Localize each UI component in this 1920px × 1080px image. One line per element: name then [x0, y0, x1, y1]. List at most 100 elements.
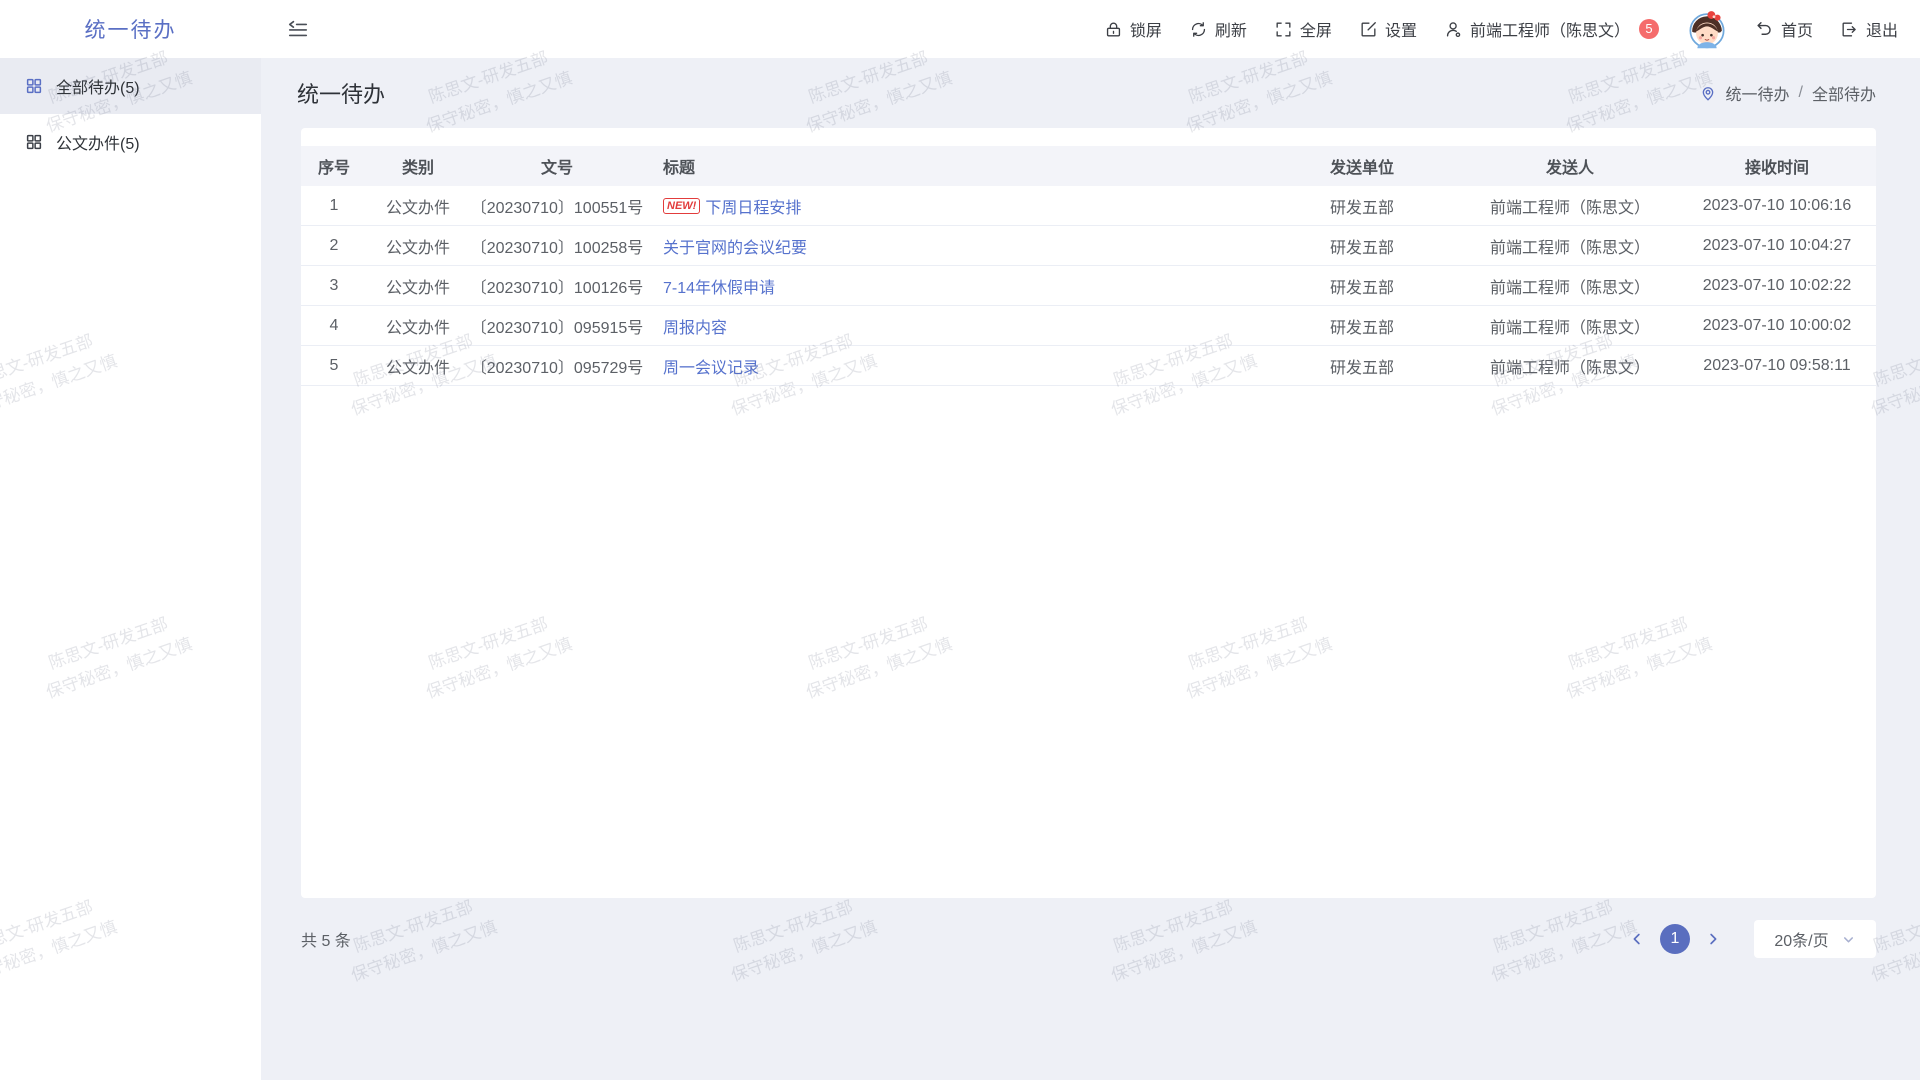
- user-menu[interactable]: 前端工程师（陈思文） 5: [1444, 17, 1659, 41]
- logo: 统一待办: [0, 14, 261, 44]
- logo-text: 统一待办: [84, 19, 177, 42]
- pagination: 1 20条/页: [1628, 920, 1876, 958]
- cell-send-unit: 研发五部: [1329, 199, 1394, 217]
- cell-doc-number: 〔20230710〕100126号: [470, 279, 644, 297]
- lock-icon: [1106, 22, 1121, 37]
- cell-title: 关于官网的会议纪要: [645, 234, 1262, 258]
- doc-title-link[interactable]: 下周日程安排: [705, 199, 802, 217]
- chevron-left-icon: [1633, 933, 1640, 945]
- column-header-receive-time: 接收时间: [1744, 160, 1809, 177]
- doc-title-link[interactable]: 7-14年休假申请: [663, 279, 776, 297]
- logout-button[interactable]: 退出: [1840, 17, 1898, 41]
- grid-icon: [26, 134, 42, 150]
- cell-send-unit: 研发五部: [1329, 319, 1394, 337]
- fullscreen-button[interactable]: 全屏: [1274, 17, 1332, 41]
- settings-icon: [1361, 21, 1376, 37]
- location-pin-icon: [1702, 87, 1713, 101]
- page-size-select[interactable]: 20条/页: [1754, 920, 1876, 958]
- cell-category: 公文办件: [385, 359, 450, 377]
- column-header-send-unit: 发送单位: [1329, 160, 1394, 177]
- page-size-value: 20条/页: [1774, 933, 1829, 950]
- cell-category: 公文办件: [385, 239, 450, 257]
- doc-title-link[interactable]: 关于官网的会议纪要: [663, 239, 808, 257]
- breadcrumb-separator: /: [1798, 84, 1803, 101]
- cell-doc-number: 〔20230710〕100551号: [470, 199, 644, 217]
- table-footer: 共 5 条 1 20条/页: [301, 898, 1876, 980]
- doc-title-link[interactable]: 周一会议记录: [663, 359, 760, 377]
- cell-send-unit: 研发五部: [1329, 279, 1394, 297]
- cell-receive-time: 2023-07-10 10:00:02: [1702, 316, 1852, 334]
- cell-sender: 前端工程师（陈思文）: [1489, 279, 1650, 297]
- cell-send-unit: 研发五部: [1329, 239, 1394, 257]
- cell-title: NEW! 下周日程安排: [645, 194, 1262, 218]
- avatar-image: [1689, 11, 1725, 49]
- chevron-right-icon: [1710, 933, 1717, 945]
- doc-title-link[interactable]: 周报内容: [663, 319, 728, 337]
- current-page-button[interactable]: 1: [1660, 924, 1690, 954]
- page-title: 统一待办: [297, 82, 386, 107]
- refresh-icon: [1191, 21, 1206, 37]
- cell-doc-number: 〔20230710〕100258号: [470, 239, 644, 257]
- lock-screen-button[interactable]: 锁屏: [1104, 17, 1162, 41]
- cell-send-unit: 研发五部: [1329, 359, 1394, 377]
- breadcrumb-current[interactable]: 全部待办: [1811, 87, 1876, 104]
- cell-doc-number: 〔20230710〕095729号: [470, 359, 644, 377]
- sidebar-item-all-todos[interactable]: 全部待办(5): [0, 58, 261, 114]
- settings-label: 设置: [1384, 23, 1417, 40]
- column-header-category: 类别: [401, 160, 434, 177]
- sidebar: 全部待办(5) 公文办件(5): [0, 58, 261, 1080]
- title-row: 统一待办 统一待办 / 全部待办: [261, 58, 1920, 128]
- refresh-label: 刷新: [1214, 23, 1247, 40]
- main-content: 统一待办 统一待办 / 全部待办 序号 类别 文号 标题 发送单位 发送人 接收…: [261, 58, 1920, 1080]
- sidebar-item-label: 全部待办(5): [56, 80, 140, 97]
- cell-receive-time: 2023-07-10 10:04:27: [1702, 236, 1852, 254]
- sidebar-collapse-button[interactable]: [287, 18, 309, 40]
- breadcrumb-root[interactable]: 统一待办: [1725, 87, 1790, 104]
- cell-receive-time: 2023-07-10 10:06:16: [1702, 196, 1852, 214]
- avatar[interactable]: [1686, 8, 1728, 50]
- menu-fold-icon: [288, 20, 308, 37]
- cell-category: 公文办件: [385, 279, 450, 297]
- cell-receive-time: 2023-07-10 09:58:11: [1703, 356, 1851, 374]
- cell-title: 7-14年休假申请: [645, 274, 1262, 298]
- grid-icon: [26, 78, 42, 94]
- logout-label: 退出: [1865, 23, 1898, 40]
- chevron-down-icon: [1843, 936, 1853, 942]
- user-name: 前端工程师（陈思文）: [1469, 23, 1630, 40]
- cell-title: 周一会议记录: [645, 354, 1262, 378]
- cell-title: 周报内容: [645, 314, 1262, 338]
- cell-category: 公文办件: [385, 319, 450, 337]
- fullscreen-label: 全屏: [1299, 23, 1332, 40]
- cell-no: 4: [329, 316, 339, 334]
- cell-no: 3: [329, 276, 339, 294]
- table-row: 3 公文办件 〔20230710〕100126号 7-14年休假申请 研发五部 前端工程师…: [301, 266, 1876, 306]
- sidebar-item-official-docs[interactable]: 公文办件(5): [0, 114, 261, 170]
- table-row: 5 公文办件 〔20230710〕095729号 周一会议记录 研发五部 前端工程师（陈思…: [301, 346, 1876, 386]
- home-button[interactable]: 首页: [1755, 17, 1813, 41]
- refresh-button[interactable]: 刷新: [1189, 17, 1247, 41]
- cell-no: 2: [329, 236, 339, 254]
- home-label: 首页: [1780, 23, 1813, 40]
- new-badge: NEW!: [663, 197, 701, 214]
- breadcrumb: 统一待办 / 全部待办: [1699, 81, 1876, 105]
- cell-no: 5: [329, 356, 339, 374]
- lock-screen-label: 锁屏: [1129, 23, 1162, 40]
- fullscreen-icon: [1276, 21, 1291, 37]
- header-toolbar: 锁屏 刷新 全屏 设置 前端工程师（陈思文）: [1104, 8, 1920, 50]
- user-icon: [1446, 21, 1461, 37]
- home-undo-icon: [1757, 21, 1771, 35]
- cell-no: 1: [329, 196, 339, 214]
- cell-doc-number: 〔20230710〕095915号: [470, 319, 644, 337]
- next-page-button[interactable]: [1704, 930, 1722, 948]
- table-row: 2 公文办件 〔20230710〕100258号 关于官网的会议纪要 研发五部 前端工程师…: [301, 226, 1876, 266]
- app-header: 统一待办 锁屏 刷新 全屏: [0, 0, 1920, 58]
- total-count: 共 5 条: [301, 933, 351, 950]
- column-header-sender: 发送人: [1545, 160, 1594, 177]
- cell-category: 公文办件: [385, 199, 450, 217]
- prev-page-button[interactable]: [1628, 930, 1646, 948]
- cell-receive-time: 2023-07-10 10:02:22: [1702, 276, 1852, 294]
- column-header-title: 标题: [663, 160, 696, 177]
- todo-table-card: 序号 类别 文号 标题 发送单位 发送人 接收时间 1 公文办件 〔20230710…: [301, 128, 1876, 898]
- table-body: 1 公文办件 〔20230710〕100551号 NEW! 下周日程安排 研发五部 前端工程…: [301, 186, 1876, 386]
- settings-button[interactable]: 设置: [1359, 17, 1417, 41]
